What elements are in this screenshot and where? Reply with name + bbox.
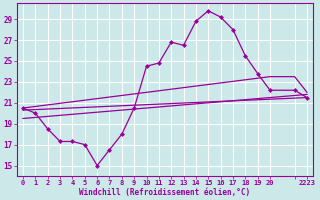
X-axis label: Windchill (Refroidissement éolien,°C): Windchill (Refroidissement éolien,°C)	[79, 188, 251, 197]
